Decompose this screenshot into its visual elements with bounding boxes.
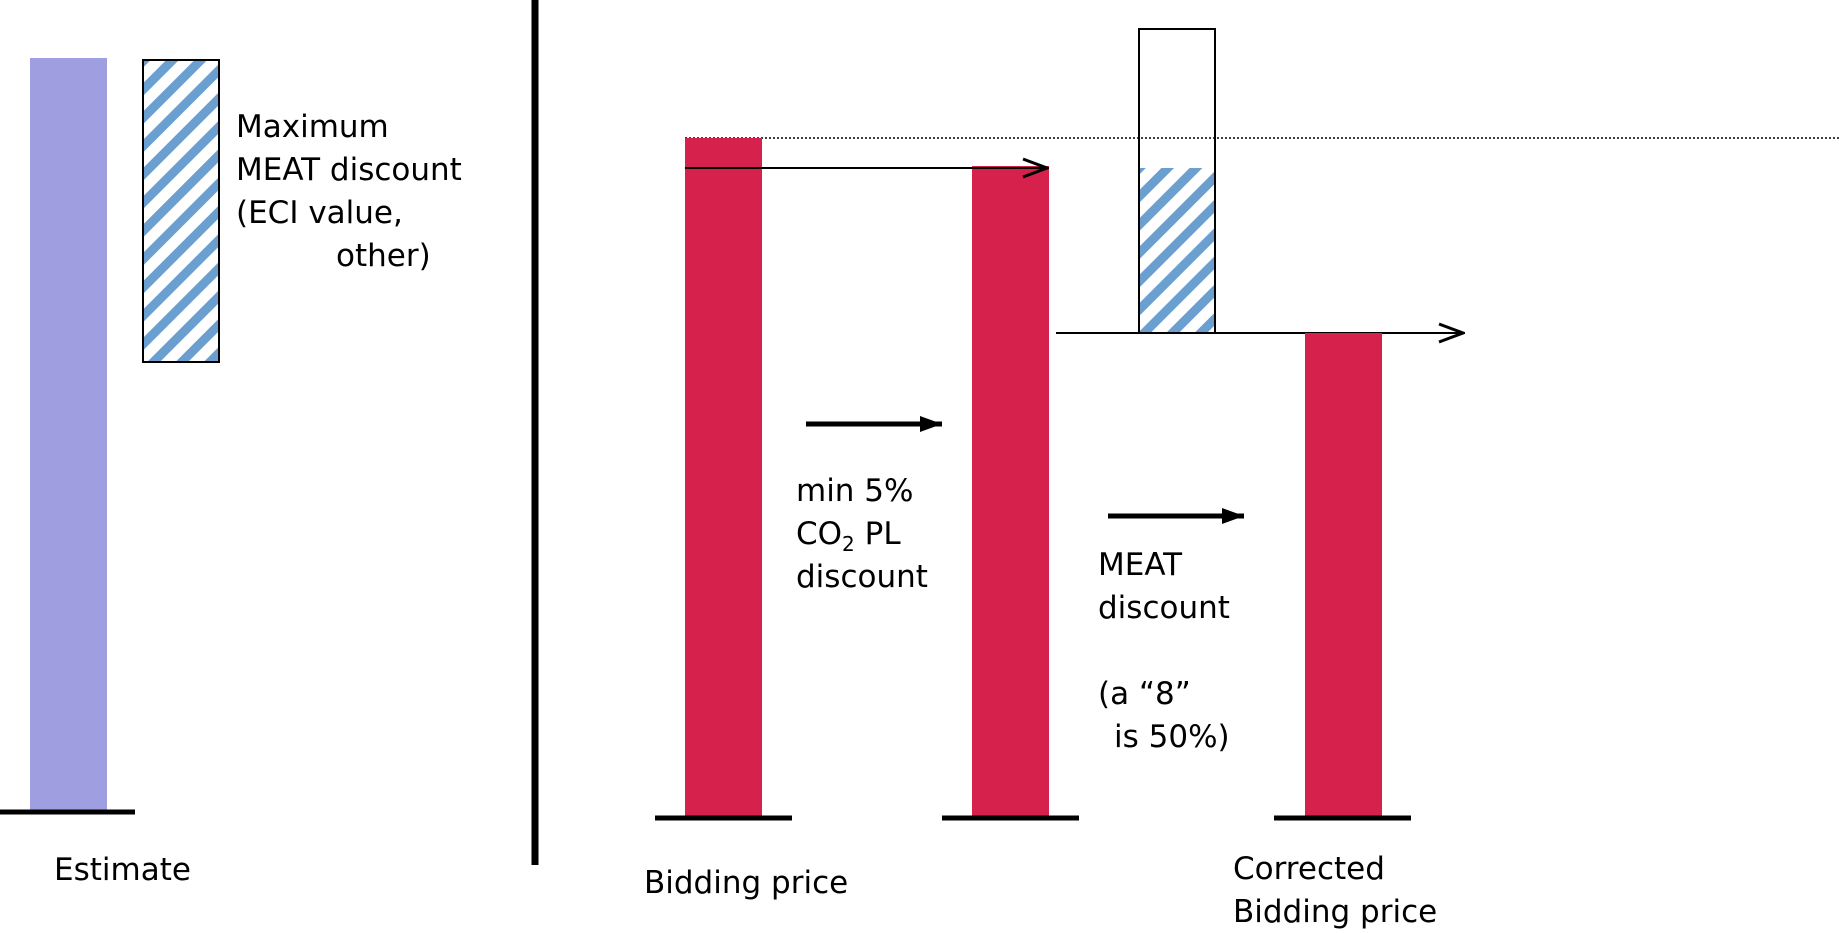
meat-discount-line1: MEAT [1098,547,1183,583]
meat-discount-line2: discount [1098,590,1230,626]
co2-discount-label: min 5% CO2 PL discount [796,470,928,599]
meat-discount-line4: is 50%) [1114,719,1230,755]
max-discount-line4: other) [336,238,431,274]
estimate-label: Estimate [54,852,191,888]
max-discount-hatched-box [142,59,220,363]
meat-discount-hatched-part [1139,168,1215,333]
meat-discount-label: MEAT discount (a “8” is 50%) [1098,544,1230,759]
co2-discount-line3: discount [796,559,928,595]
co2-subscript: 2 [842,532,855,557]
max-discount-line1: Maximum [236,109,389,145]
co2-text: CO [796,516,843,552]
co2-discount-line2: CO2 PL [796,513,928,556]
corrected-price-line2: Bidding price [1233,894,1438,930]
corrected-price-bar [1305,333,1382,818]
co2-discount-line1: min 5% [796,473,914,509]
max-discount-line3: (ECI value, [236,195,403,231]
bidding-price-bar [685,138,762,818]
estimate-bar [30,58,107,814]
max-discount-line2: MEAT discount [236,152,462,188]
meat-discount-spacer [1098,630,1230,673]
after-co2-discount-bar [972,166,1049,818]
corrected-price-line1: Corrected [1233,851,1385,887]
meat-discount-line3: (a “8” [1098,676,1191,712]
co2-pl-text: PL [854,516,901,552]
max-discount-label: Maximum MEAT discount (ECI value, other) [236,106,462,278]
corrected-price-label: Corrected Bidding price [1233,848,1437,933]
bidding-price-label: Bidding price [644,865,849,901]
